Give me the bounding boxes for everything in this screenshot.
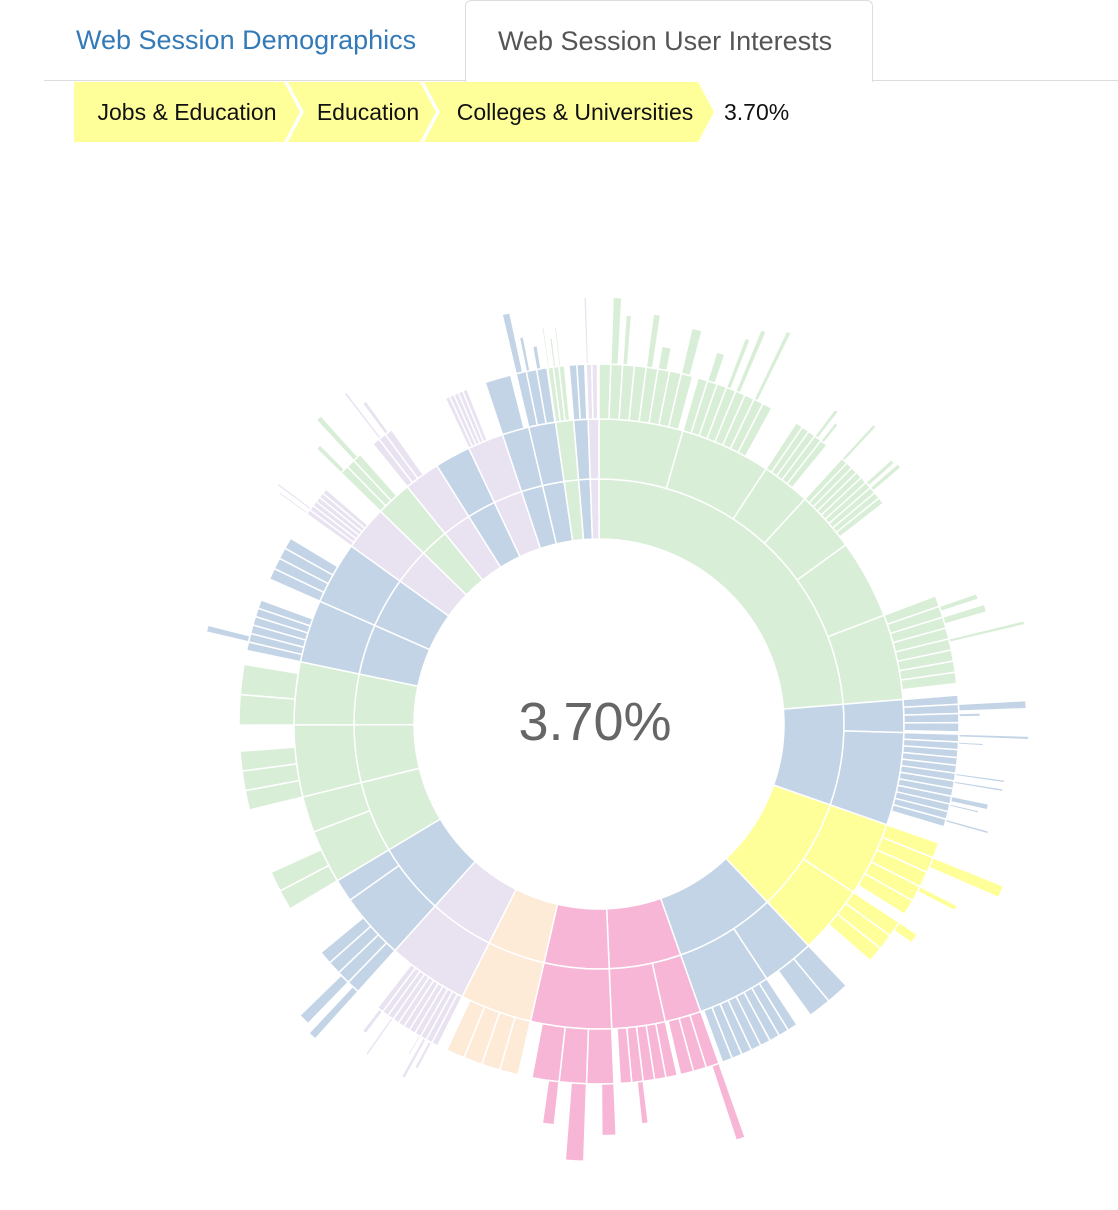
sunburst-outer-leaf-21-0-1[interactable] [548,337,557,368]
breadcrumb-item-education[interactable]: Education [316,99,420,125]
sunburst-outer-leaf-1-1-6[interactable] [953,780,1004,793]
sunburst-leaf-23-0-1[interactable] [591,363,599,420]
sunburst-leaf-0-1-7[interactable] [736,402,773,458]
sunburst-outer-leaf-0-5-1[interactable] [938,592,980,613]
sunburst-outer-leaf-0-2-4[interactable] [819,421,840,445]
sunburst-outer-leaf-21-0-2[interactable] [553,325,562,368]
sunburst-outer-leaf-21-0-0[interactable] [540,325,551,369]
sunburst-leaf-0-3-8[interactable] [835,496,885,538]
sunburst-leaf-12-0-5[interactable] [257,598,314,627]
sunburst-outer-leaf-16-0-2[interactable] [361,399,390,436]
sunburst-outer-leaf-2-0-3[interactable] [916,885,959,912]
sunburst-outer-leaf-0-5-4[interactable] [947,619,1026,644]
sunburst-outer-leaf-0-2-3[interactable] [813,408,840,440]
sunburst-outer-leaf-0-0-1[interactable] [610,296,623,366]
sunburst-outer-leaf-5-0-0[interactable] [600,1082,617,1137]
breadcrumb-arrow-jobs-education [74,82,300,142]
sunburst-outer-leaf-7-0-8[interactable] [364,1016,395,1057]
sunburst-outer-leaf-1-1-0[interactable] [957,733,1030,741]
sunburst-leaf-4-1-4[interactable] [616,1026,633,1085]
sunburst-leaf-22-0-1[interactable] [576,363,588,421]
sunburst-outer-leaf-12-0-1[interactable] [205,624,251,643]
sunburst-outer-leaf-14-0-0[interactable] [277,490,309,516]
sunburst-outer-leaf-20-0-2[interactable] [531,344,542,371]
breadcrumb-arrow-education [288,82,436,142]
sunburst-leaf-2-1-2[interactable] [827,913,882,962]
sunburst-outer-leaf-15-0-2[interactable] [315,414,359,462]
sunburst-outer-leaf-1-0-1[interactable] [957,699,1028,712]
sunburst-center-percentage: 3.70% [518,692,672,752]
sunburst-outer-leaf-0-3-0[interactable] [840,423,878,462]
sunburst-outer-leaf-0-1-6[interactable] [753,329,793,402]
sunburst-leaf-5-0-2[interactable] [531,1022,567,1083]
sunburst-leaf-11-0-1[interactable] [239,663,300,700]
breadcrumb-arrow-colleges-universities [424,82,714,142]
sunburst-outer-leaf-20-0-0[interactable] [501,311,524,375]
breadcrumb-arrows [74,82,714,142]
tab-bar: Web Session Demographics Web Session Use… [0,0,1118,82]
sunburst-leaf-4-0-2[interactable] [667,1017,695,1076]
tab-web-session-user-interests[interactable]: Web Session User Interests [465,0,873,82]
sunburst-subsegment-23-0[interactable] [587,418,600,480]
sunburst-outer-leaf-2-1-0[interactable] [892,921,919,945]
sunburst-outer-leaf-0-0-7[interactable] [680,327,703,377]
sunburst-leaf-14-0-5[interactable] [321,488,369,530]
sunburst-subsegment-5-0[interactable] [529,961,613,1030]
sunburst-outer-leaf-23-0-0[interactable] [582,296,590,366]
sunburst-outer-leaf-1-1-11[interactable] [944,818,990,835]
sunburst-outer-leaf-1-0-2[interactable] [958,712,982,718]
sunburst-leaf-0-5-7[interactable] [899,671,958,691]
sunburst-outer-leaf-4-1-3[interactable] [636,1080,650,1125]
breadcrumb-percentage: 3.70% [724,99,790,125]
breadcrumb-item-colleges-universities[interactable]: Colleges & Universities [456,99,694,125]
sunburst-outer-leaf-7-0-1[interactable] [413,1040,433,1071]
sunburst-outer-leaf-1-1-5[interactable] [954,772,1006,784]
sunburst-outer-leaf-7-0-3[interactable] [406,1034,422,1057]
sunburst-leaf-18-0-4[interactable] [461,388,489,443]
sunburst-leaf-6-0-3[interactable] [445,999,486,1059]
sunburst-leaf-9-0-1[interactable] [270,848,330,892]
sunburst-outer-leaf-0-5-2[interactable] [941,603,988,626]
sunburst-outer-leaf-0-0-5[interactable] [657,345,673,372]
sunburst-outer-leaf-0-0-4[interactable] [645,313,662,369]
sunburst-leaf-11-0-0[interactable] [238,693,296,726]
sunburst-leaf-8-0-3[interactable] [319,916,372,964]
tab-web-session-demographics[interactable]: Web Session Demographics [76,25,417,55]
sunburst-chart[interactable] [0,140,1118,1210]
sunburst-outer-leaf-0-1-1[interactable] [706,351,726,385]
sunburst-outer-leaf-1-1-8[interactable] [949,795,990,811]
sunburst-outer-leaf-0-1-4[interactable] [734,328,768,394]
sunburst-leaf-13-0-3[interactable] [283,537,339,577]
sunburst-outer-leaf-0-3-5[interactable] [864,458,896,487]
sunburst-leaf-1-0-3[interactable] [903,721,960,733]
sunburst-outer-leaf-0-1-3[interactable] [725,336,752,390]
sunburst-outer-leaf-1-1-9[interactable] [948,803,981,815]
sunburst-outer-leaf-2-0-1[interactable] [928,856,1005,899]
sunburst-outer-leaf-0-3-6[interactable] [869,462,903,493]
sunburst-outer-leaf-8-0-0[interactable] [307,985,360,1041]
sunburst-outer-leaf-0-0-2[interactable] [621,314,633,366]
sunburst-leaf-2-0-4[interactable] [856,872,914,916]
sunburst-leaf-1-0-2[interactable] [903,712,960,724]
sunburst-leaf-19-0-0[interactable] [484,374,526,436]
sunburst-leaf-5-0-0[interactable] [585,1027,615,1085]
sunburst-outer-leaf-8-0-1[interactable] [298,974,350,1025]
sunburst-leaf-3-1-7[interactable] [702,1006,734,1064]
sunburst-outer-leaf-7-0-10[interactable] [361,1008,384,1035]
sunburst-outer-leaf-14-0-1[interactable] [275,481,313,511]
sunburst-outer-leaf-5-0-1[interactable] [564,1082,588,1163]
sunburst-subsegment-1-0[interactable] [842,698,905,734]
sunburst-segment-23[interactable] [589,478,600,540]
sunburst-outer-leaf-20-0-1[interactable] [518,335,531,373]
sunburst-outer-leaf-15-0-0[interactable] [315,443,346,474]
breadcrumb-item-jobs-education[interactable]: Jobs & Education [97,99,277,125]
sunburst-leaf-10-0-2[interactable] [239,746,298,772]
sunburst-outer-leaf-4-0-0[interactable] [710,1062,747,1142]
sunburst-outer-leaf-7-0-2[interactable] [400,1037,428,1080]
sunburst-outer-leaf-16-0-1[interactable] [342,390,383,441]
sunburst-outer-leaf-1-1-1[interactable] [957,741,985,747]
sunburst-leaf-3-0-1[interactable] [777,957,830,1017]
sunburst-outer-leaf-5-0-2[interactable] [541,1079,560,1126]
